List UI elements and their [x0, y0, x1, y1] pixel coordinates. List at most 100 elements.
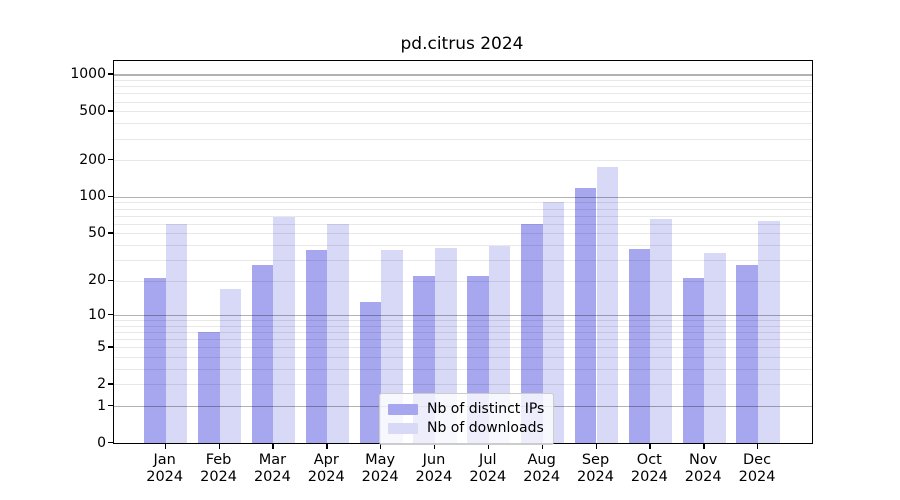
legend-label-distinct-ips: Nb of distinct IPs: [427, 401, 545, 417]
gridline-minor: [114, 244, 812, 246]
y-tick-mark: [107, 405, 114, 407]
x-tick-mark: [164, 444, 167, 449]
y-tick-label: 5: [97, 338, 106, 355]
gridline-minor: [114, 347, 812, 349]
gridline-minor: [114, 208, 812, 210]
x-tick-mark: [595, 444, 597, 449]
y-tick-mark: [107, 279, 114, 281]
y-tick-label: 10: [88, 306, 106, 323]
bar-nb-of-distinct-ips-apr: [305, 250, 328, 443]
x-tick-label: Nov 2024: [684, 452, 722, 485]
y-tick-mark: [107, 195, 114, 198]
gridline-minor: [114, 320, 812, 322]
x-tick-label: Apr 2024: [307, 452, 345, 485]
bar-nb-of-downloads-aug: [542, 202, 565, 443]
x-tick-mark: [380, 444, 382, 449]
bar-nb-of-downloads-sep: [596, 167, 619, 443]
bar-nb-of-distinct-ips-aug: [521, 223, 543, 443]
y-tick-label: 100: [79, 188, 106, 205]
y-tick-mark: [107, 314, 114, 316]
gridline-minor: [114, 369, 812, 371]
y-tick-mark: [107, 73, 114, 75]
gridline-minor: [114, 325, 812, 327]
x-tick-mark: [487, 444, 490, 449]
gridline-major: [114, 315, 812, 317]
y-tick-mark: [107, 346, 114, 348]
bar-nb-of-distinct-ips-oct: [628, 248, 651, 443]
bar-nb-of-distinct-ips-mar: [251, 265, 274, 443]
gridline-minor: [114, 86, 812, 88]
gridline-minor: [114, 160, 812, 162]
x-tick-label: Jan 2024: [146, 452, 184, 485]
chart-title: pd.citrus 2024: [400, 34, 524, 54]
x-tick-mark: [541, 444, 544, 449]
x-tick-mark: [272, 444, 274, 449]
y-tick-mark: [107, 232, 114, 234]
x-tick-label: Sep 2024: [577, 452, 614, 485]
x-tick-label: Oct 2024: [630, 452, 668, 485]
bar-nb-of-downloads-jan: [165, 223, 188, 443]
y-tick-label: 0: [97, 434, 106, 451]
bar-nb-of-distinct-ips-dec: [736, 265, 759, 443]
y-tick-mark: [107, 159, 114, 161]
legend-entry-distinct-ips: Nb of distinct IPs: [388, 400, 544, 419]
gridline-minor: [114, 223, 812, 225]
bar-nb-of-distinct-ips-may: [359, 302, 382, 443]
bar-nb-of-downloads-apr: [327, 223, 349, 443]
gridline-minor: [114, 384, 812, 386]
legend: Nb of distinct IPs Nb of downloads: [379, 393, 555, 445]
x-tick-mark: [326, 444, 328, 449]
legend-entry-downloads: Nb of downloads: [388, 419, 544, 438]
gridline-minor: [114, 111, 812, 113]
bar-nb-of-downloads-dec: [758, 221, 780, 443]
gridline-minor: [114, 332, 812, 334]
y-tick-mark: [107, 383, 114, 385]
bar-nb-of-downloads-feb: [219, 288, 242, 443]
y-tick-label: 1000: [70, 65, 106, 82]
gridline-major: [114, 196, 812, 198]
bar-nb-of-distinct-ips-nov: [682, 278, 705, 443]
legend-label-downloads: Nb of downloads: [427, 420, 544, 436]
gridline-minor: [114, 259, 812, 261]
bar-nb-of-downloads-oct: [650, 218, 672, 443]
y-tick-label: 20: [88, 272, 106, 289]
legend-swatch-distinct-ips: [388, 404, 418, 415]
gridline-major: [114, 74, 812, 76]
x-tick-label: Jul 2024: [469, 452, 507, 485]
y-tick-label: 200: [79, 151, 106, 168]
x-tick-label: Jun 2024: [415, 452, 453, 485]
x-tick-label: Feb 2024: [200, 452, 237, 485]
x-tick-mark: [433, 444, 436, 449]
y-tick-label: 2: [97, 375, 106, 392]
gridline-minor: [114, 215, 812, 217]
gridline-minor: [114, 123, 812, 125]
gridline-minor: [114, 93, 812, 95]
gridline-minor: [114, 357, 812, 359]
plot-area: Nb of distinct IPs Nb of downloads: [113, 60, 813, 445]
gridline-minor: [114, 138, 812, 140]
gridline-minor: [114, 101, 812, 103]
gridlines-layer: [114, 61, 812, 443]
x-tick-mark: [757, 444, 759, 449]
gridline-minor: [114, 202, 812, 204]
bar-nb-of-distinct-ips-feb: [197, 332, 220, 443]
x-tick-label: Dec 2024: [738, 452, 776, 485]
y-tick-label: 500: [79, 102, 106, 119]
y-tick-label: 50: [88, 224, 106, 241]
x-tick-mark: [649, 444, 651, 449]
bar-nb-of-distinct-ips-sep: [574, 188, 597, 443]
gridline-minor: [114, 339, 812, 341]
y-tick-label: 1: [97, 397, 106, 414]
x-tick-mark: [703, 444, 705, 449]
bar-nb-of-distinct-ips-jan: [144, 278, 166, 443]
y-tick-mark: [107, 110, 114, 112]
x-tick-label: May 2024: [361, 452, 399, 485]
bar-nb-of-downloads-nov: [704, 253, 726, 443]
x-tick-label: Aug 2024: [523, 452, 561, 485]
gridline-minor: [114, 80, 812, 82]
bar-nb-of-downloads-mar: [273, 217, 295, 443]
gridline-minor: [114, 233, 812, 235]
gridline-minor: [114, 280, 812, 282]
x-tick-label: Mar 2024: [253, 452, 291, 485]
